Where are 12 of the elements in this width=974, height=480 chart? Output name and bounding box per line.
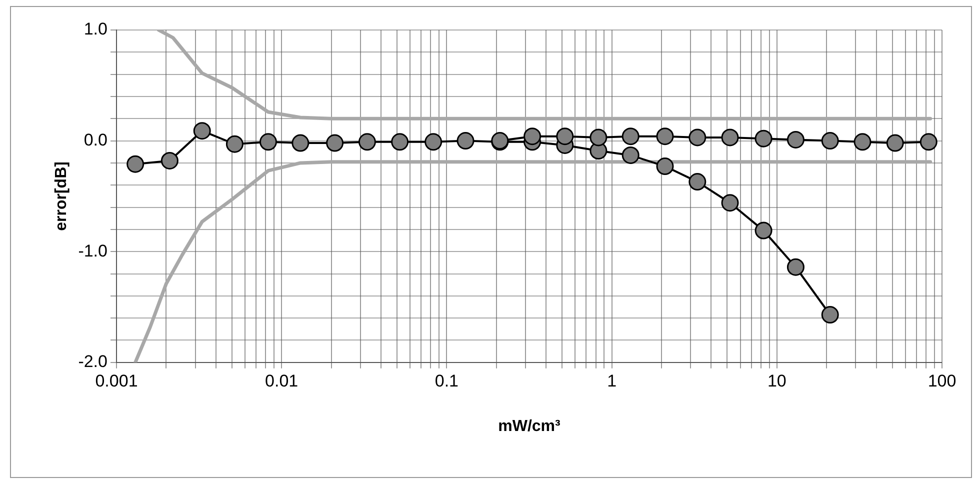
x-tick-label: 0.1 (434, 371, 459, 390)
y-tick-label: 0.0 (84, 130, 108, 150)
y-axis-title: error[dB] (53, 162, 70, 231)
x-tick-label: 1 (607, 371, 617, 390)
x-tick-label: 10 (767, 371, 786, 390)
x-tick-label: 0.01 (265, 371, 298, 390)
y-tick-label: 1.0 (84, 20, 108, 39)
x-tick-label: 0.001 (95, 371, 138, 390)
x-tick-label: 100 (928, 371, 956, 390)
y-tick-label: -1.0 (78, 241, 108, 260)
x-axis-title: mW/cm³ (498, 418, 560, 435)
y-tick-label: -2.0 (78, 352, 108, 372)
